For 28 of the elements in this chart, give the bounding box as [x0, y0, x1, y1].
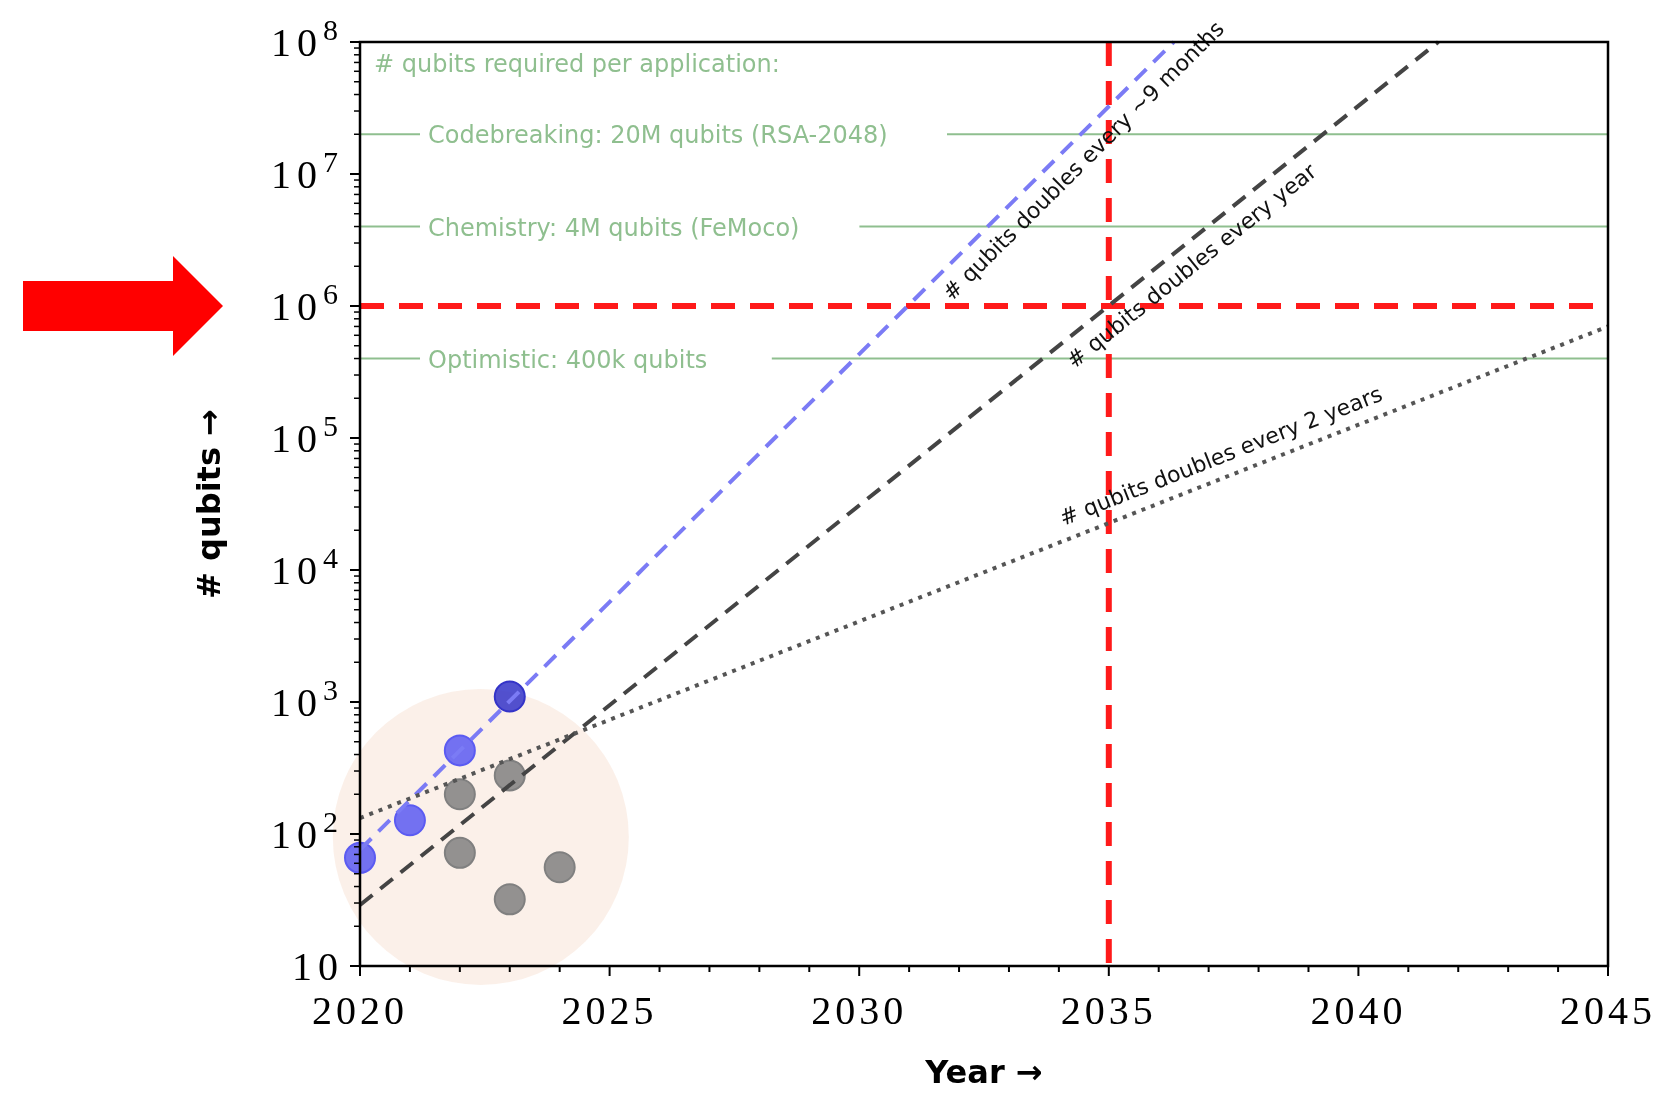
- y-tick-label: 10: [292, 944, 344, 989]
- y-tick-label: 10$^{4}$: [271, 540, 344, 593]
- point: [344, 841, 376, 874]
- point: [443, 836, 476, 869]
- ref-line-label: Codebreaking: 20M qubits (RSA-2048): [428, 121, 888, 150]
- y-tick-label: 10$^{8}$: [271, 12, 344, 65]
- x-tick-label: 2025: [561, 988, 658, 1033]
- y-tick-label: 10$^{6}$: [271, 276, 344, 329]
- point: [493, 883, 526, 916]
- x-tick-label: 2030: [811, 988, 908, 1033]
- ref-line-label: Optimistic: 400k qubits: [428, 345, 708, 374]
- point: [543, 851, 576, 884]
- x-tick-label: 2045: [1560, 988, 1656, 1033]
- point: [393, 804, 426, 837]
- x-axis-title: Year →: [924, 1053, 1043, 1091]
- point: [443, 778, 476, 811]
- annotation: # qubits required per application:: [374, 50, 780, 78]
- y-axis-title: # qubits →: [190, 409, 228, 599]
- point: [443, 734, 476, 767]
- y-tick-label: 10$^{3}$: [271, 672, 344, 725]
- ref-line-label: Chemistry: 4M qubits (FeMoco): [428, 213, 800, 242]
- x-tick-label: 2035: [1060, 988, 1157, 1033]
- x-tick-label: 2020: [312, 988, 408, 1033]
- point: [493, 680, 526, 713]
- y-tick-label: 10$^{7}$: [271, 144, 344, 197]
- y-tick-label: 10$^{2}$: [271, 804, 344, 857]
- y-tick-label: 10$^{5}$: [271, 408, 344, 461]
- x-tick-label: 2040: [1310, 988, 1407, 1033]
